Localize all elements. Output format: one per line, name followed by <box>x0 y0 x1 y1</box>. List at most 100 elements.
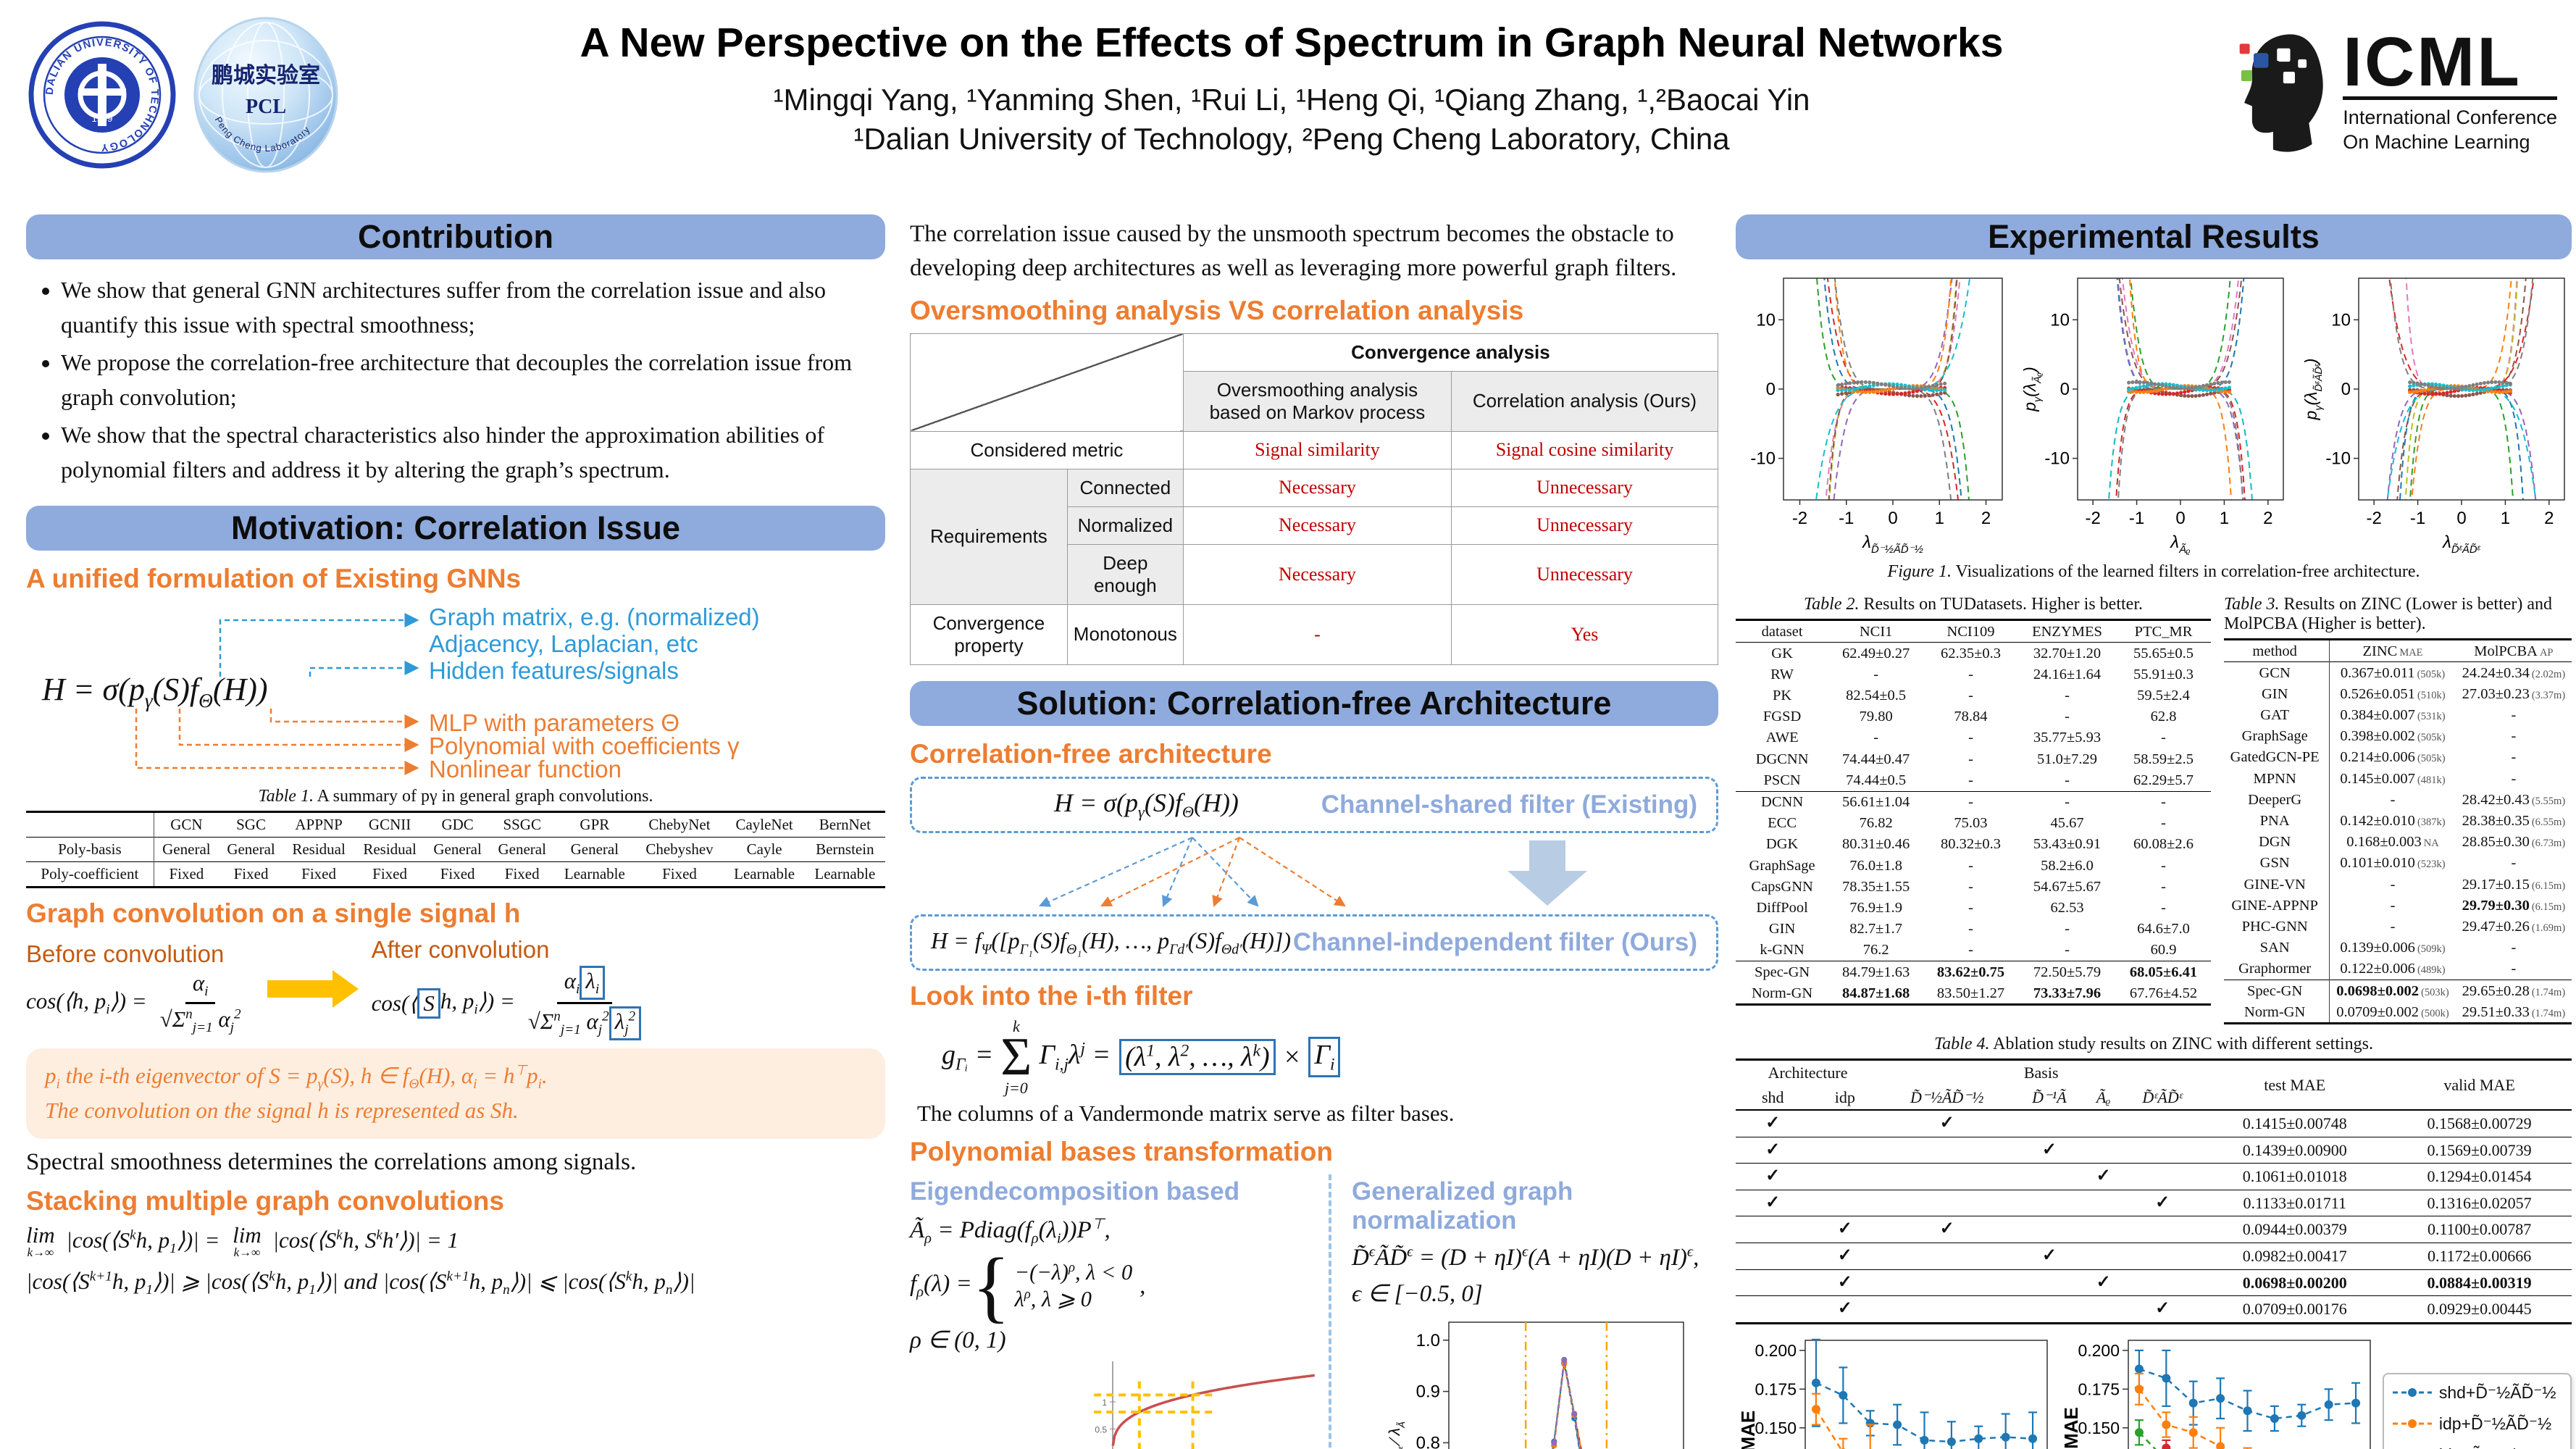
section-contribution: Contribution <box>26 214 885 259</box>
svg-text:0: 0 <box>2060 380 2070 399</box>
svg-text:0.200: 0.200 <box>2078 1341 2120 1360</box>
svg-text:鹏城实验室: 鹏城实验室 <box>212 63 320 88</box>
svg-text:0: 0 <box>2456 509 2466 528</box>
requirements-label: Requirements <box>910 468 1068 605</box>
channel-independent-box: H = fΨ([pΓ₁(S)fΘ₁(H), …, pΓd′(S)fΘd′(H)]… <box>910 914 1718 971</box>
table3-block: Table 3. Results on ZINC (Lower is bette… <box>2224 589 2572 1024</box>
svg-text:0.9: 0.9 <box>1416 1382 1440 1401</box>
stacking-formula-1: lim k→∞ |cos(⟨Skh, p1⟩)| = lim k→∞ |cos(⟨S… <box>26 1222 459 1260</box>
normalization-block: Generalized graph normalization D̃ϵÃD̃ϵ … <box>1329 1174 1718 1449</box>
boxed-lambda-j2: λj2 <box>609 1006 642 1041</box>
anno-polynomial: Polynomial with coefficients γ <box>429 732 740 759</box>
table3-caption: Table 3. Results on ZINC (Lower is bette… <box>2224 595 2553 633</box>
col-correlation: Correlation analysis (Ours) <box>1450 370 1719 432</box>
svg-text:10: 10 <box>2050 310 2070 330</box>
boxed-S: S <box>417 987 440 1019</box>
boxed-lambda-i: λi <box>580 966 606 1001</box>
svg-text:2: 2 <box>1981 509 1991 528</box>
channel-shared-label: Channel-shared filter (Existing) <box>1321 790 1697 819</box>
group-header: Convergence analysis <box>1182 333 1719 372</box>
svg-text:0.150: 0.150 <box>2078 1419 2120 1437</box>
svg-text:0.200: 0.200 <box>1755 1341 1797 1360</box>
correlation-intro: The correlation issue caused by the unsm… <box>910 221 1677 281</box>
figure1-caption: Figure 1. Visualizations of the learned … <box>1887 562 2420 581</box>
anno-hidden-features: Hidden features/signals <box>429 657 679 684</box>
dut-logo: DALIAN UNIVERSITY OF TECHNOLOGY 1949 <box>28 21 176 169</box>
single-signal-heading: Graph convolution on a single signal h <box>26 898 521 928</box>
metric-label: Considered metric <box>910 430 1184 469</box>
left-column: Contribution We show that general GNN ar… <box>26 214 885 1307</box>
svg-text:0: 0 <box>1766 380 1776 399</box>
stacking-heading: Stacking multiple graph convolutions <box>26 1186 504 1216</box>
svg-text:λD̃⁻½ÃD̃⁻½: λD̃⁻½ÃD̃⁻½ <box>1861 533 1923 556</box>
filter-fan-arrows <box>910 833 1718 914</box>
section-solution: Solution: Correlation-free Architecture <box>910 680 1718 726</box>
diagram-connectors <box>135 613 419 775</box>
svg-text:λD̃ᵋÃD̃ᵋ: λD̃ᵋÃD̃ᵋ <box>2441 533 2481 556</box>
poly-columns: Eigendecomposition based Ãρ = Pdiag(fρ(λ… <box>910 1174 1718 1449</box>
tudatasets-table: dataset NCI1 NCI109 ENZYMES PTC_MR GK 62.49±0.… <box>1736 619 2211 1006</box>
icml-acronym: ICML <box>2343 27 2557 101</box>
svg-text:pγ(λÃᵨ): pγ(λÃᵨ) <box>2020 367 2044 412</box>
svg-text:1: 1 <box>1102 1398 1107 1408</box>
svg-text:0.175: 0.175 <box>2078 1379 2120 1398</box>
convergence-comparison-table: Convergence analysis Oversmoothing analy… <box>910 333 1719 665</box>
svg-text:-1: -1 <box>2129 509 2144 528</box>
eigenvector-note: pi the i-th eigenvector of S = pγ(S), h … <box>26 1048 885 1140</box>
icml-logo: ICML International Conference On Machine… <box>2237 27 2557 155</box>
poster-authors: ¹Mingqi Yang, ¹Yanming Shen, ¹Rui Li, ¹H… <box>773 83 1810 117</box>
ablation-table: Architecture Basis test MAE valid MAE sh… <box>1736 1058 2572 1324</box>
svg-text:0.8: 0.8 <box>1416 1433 1440 1449</box>
smoothness-text: Spectral smoothness determines the corre… <box>26 1149 637 1176</box>
results-tables: Table 2. Results on TUDatasets. Higher i… <box>1736 589 2572 1024</box>
figure2-legend: shd+D̃⁻½ÃD̃⁻½idp+D̃⁻½ÃD̃⁻½idp+Ãρ=1/3idp+… <box>2382 1372 2572 1449</box>
figure2-test-mae-plot: 0.0750.1000.1250.1500.1750.200510152025T… <box>1737 1338 2048 1449</box>
channel-shared-box: H = σ(pγ(S)fΘ(H)) Channel-shared filter … <box>910 776 1718 833</box>
svg-text:λD̃ᵋÃD̃ᵋ ⁄ λÃ: λD̃ᵋÃD̃ᵋ ⁄ λÃ <box>1387 1421 1407 1449</box>
poly-heading: Polynomial bases transformation <box>910 1136 1333 1166</box>
section-motivation: Motivation: Correlation Issue <box>26 506 885 551</box>
col-oversmoothing: Oversmoothing analysis based on Markov p… <box>1182 370 1452 432</box>
svg-text:1: 1 <box>2220 509 2229 528</box>
right-column: Experimental Results -2 -1 0 1 2 -10 0 10 λD̃⁻½Ã… <box>1736 214 2572 1449</box>
poster-header: DALIAN UNIVERSITY OF TECHNOLOGY 1949 鹏城实… <box>0 0 2576 210</box>
table4-caption: Table 4. Ablation study results on ZINC … <box>1934 1035 2373 1054</box>
after-fraction: αi λi √Σnj=1 αj2 λj2 <box>521 965 648 1041</box>
before-label: Before convolution <box>26 940 225 967</box>
legend-item: idp+D̃⁻½ÃD̃⁻½ <box>2391 1414 2563 1434</box>
legend-item: idp+Ãρ=1/3 <box>2391 1445 2563 1449</box>
svg-text:1: 1 <box>1935 509 1944 528</box>
svg-text:PCL: PCL <box>246 96 286 118</box>
svg-text:2: 2 <box>2263 509 2272 528</box>
figure2-valid-mae-plot: 0.0750.1000.1250.1500.1750.200510152025V… <box>2060 1339 2372 1449</box>
bullet-3: We show that the spectral characteristic… <box>61 417 885 487</box>
svg-text:1949: 1949 <box>92 113 113 124</box>
ith-filter-heading: Look into the i-th filter <box>910 980 1193 1011</box>
vs-heading: Oversmoothing analysis VS correlation an… <box>910 295 1524 325</box>
channel-independent-label: Channel-independent filter (Ours) <box>1292 927 1697 956</box>
svg-text:-2: -2 <box>2366 509 2381 528</box>
svg-text:0: 0 <box>1888 509 1897 528</box>
boxed-bases: (λ1, λ2, …, λk) <box>1119 1039 1276 1076</box>
section-results: Experimental Results <box>1736 214 2572 259</box>
stacking-formula-2: |cos(⟨Sk+1h, p1⟩)| ⩾ |cos(⟨Skh, p1⟩)| an… <box>26 1269 695 1298</box>
svg-text:0.175: 0.175 <box>1755 1379 1797 1398</box>
after-label: After convolution <box>371 936 550 963</box>
svg-text:Test MAE: Test MAE <box>1737 1410 1759 1449</box>
svg-text:-10: -10 <box>1750 449 1776 469</box>
spectrum-ratio-plot: 0.60.70.80.91.0-202λÃλD̃ᵋÃD̃ᵋ ⁄ λÃ <box>1387 1321 1684 1449</box>
svg-text:2: 2 <box>2544 509 2554 528</box>
svg-text:-10: -10 <box>2325 449 2351 469</box>
bullet-1: We show that general GNN architectures s… <box>61 272 885 342</box>
table2-block: Table 2. Results on TUDatasets. Higher i… <box>1736 589 2211 1006</box>
anno-mlp: MLP with parameters Θ <box>429 709 680 736</box>
before-fraction: αi √Σnj=1 αj2 <box>159 970 241 1036</box>
svg-text:-10: -10 <box>2044 449 2070 469</box>
legend-item: shd+D̃⁻½ÃD̃⁻½ <box>2391 1383 2563 1403</box>
svg-text:0: 0 <box>2341 380 2351 399</box>
